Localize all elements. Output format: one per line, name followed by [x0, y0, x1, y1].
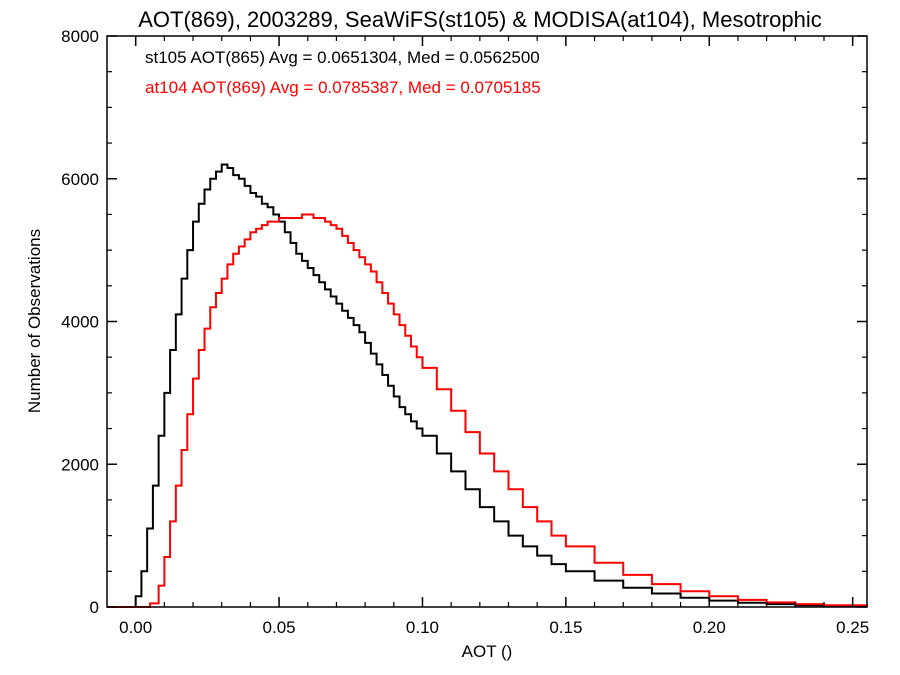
x-tick-label: 0.00	[119, 618, 152, 637]
series-line-1	[107, 213, 868, 608]
y-tick-label: 6000	[61, 170, 99, 189]
x-tick-label: 0.05	[263, 618, 296, 637]
y-tick-label: 0	[90, 598, 99, 617]
x-axis-label: AOT ()	[462, 642, 513, 661]
y-axis-label: Number of Observations	[25, 229, 44, 413]
y-tick-label: 4000	[61, 313, 99, 332]
legend-entry-at104: at104 AOT(869) Avg = 0.0785387, Med = 0.…	[145, 78, 541, 97]
x-tick-label: 0.20	[693, 618, 726, 637]
x-tick-label: 0.10	[406, 618, 439, 637]
y-tick-label: 8000	[61, 27, 99, 46]
series-line-0	[107, 163, 868, 608]
chart-title: AOT(869), 2003289, SeaWiFS(st105) & MODI…	[138, 7, 822, 32]
x-tick-label: 0.15	[549, 618, 582, 637]
y-tick-label: 2000	[61, 455, 99, 474]
plot-frame	[106, 35, 868, 608]
x-tick-label: 0.25	[836, 618, 869, 637]
ticks-layer: 0.00 0.05 0.10 0.15 0.20 0.25 0 2000 4000 6000 800…	[61, 27, 869, 637]
series-layer	[107, 163, 868, 608]
legend-entry-st105: st105 AOT(865) Avg = 0.0651304, Med = 0.…	[145, 48, 540, 67]
